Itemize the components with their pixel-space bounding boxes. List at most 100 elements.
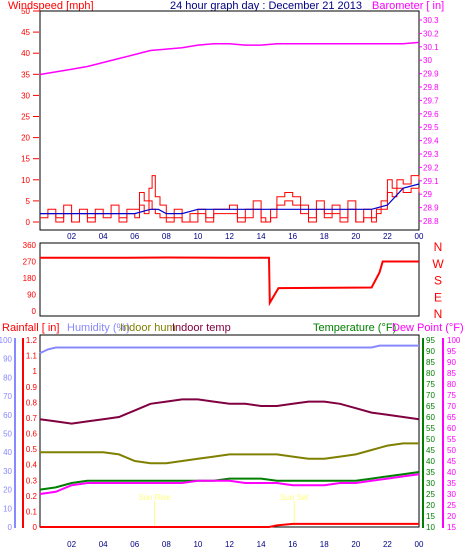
temperature-tick-label: 75 xyxy=(426,380,435,389)
barometer-tick-label: 29.6 xyxy=(423,110,439,119)
compass-label: N xyxy=(434,307,443,321)
temperature-tick-label: 10 xyxy=(426,523,435,532)
humidity-tick-label: 20 xyxy=(3,486,12,495)
wind-average-line xyxy=(40,183,420,215)
rainfall-tick-label: 0.5 xyxy=(26,445,38,454)
rainfall-axis-label: Rainfall [ in] xyxy=(2,322,59,334)
rainfall-tick-label: 0.4 xyxy=(26,461,38,470)
dewpoint-tick-label: 30 xyxy=(447,490,456,499)
dewpoint-tick-label: 75 xyxy=(447,391,456,400)
windspeed-axis-label: Windspeed [mph] xyxy=(8,0,94,12)
dewpoint-tick-label: 40 xyxy=(447,468,456,477)
time-tick-label: 12 xyxy=(225,540,234,549)
time-tick-label: 04 xyxy=(99,540,108,549)
humidity-tick-label: 80 xyxy=(3,373,12,382)
temperature-tick-labels: 95 90 85 80 75 70 65 60 55 50 45 40 35 30 25 20 15 10 xyxy=(426,336,435,532)
humidity-tick-label: 50 xyxy=(3,430,12,439)
barometer-tick-label: 30.3 xyxy=(423,16,439,25)
temperature-tick-label: 25 xyxy=(426,490,435,499)
dewpoint-tick-label: 80 xyxy=(447,380,456,389)
barometer-axis-label: Barometer [ in] xyxy=(372,0,444,12)
rainfall-tick-label: 0 xyxy=(33,523,38,532)
rainfall-tick-label: 1.2 xyxy=(26,336,38,345)
barometer-tick-label: 29.7 xyxy=(423,96,439,105)
barometer-tick-label: 29.1 xyxy=(423,177,439,186)
barometer-line xyxy=(39,41,420,76)
rainfall-tick-label: 0.6 xyxy=(26,430,38,439)
temperature-tick-label: 40 xyxy=(426,457,435,466)
temperature-tick-label: 55 xyxy=(426,424,435,433)
humidity-tick-label: 100 xyxy=(0,336,13,345)
windspeed-tick-label: 40 xyxy=(21,49,30,58)
temperature-axis-label: Temperature (°F) xyxy=(313,322,396,334)
rainfall-tick-labels: 1.2 1.1 1 0.9 0.8 0.7 0.6 0.5 0.4 0.3 0.2 0.1 0 xyxy=(26,336,38,532)
barometer-tick-label: 28.8 xyxy=(423,217,439,226)
windspeed-tick-label: 35 xyxy=(21,70,30,79)
temperature-tick-label: 60 xyxy=(426,413,435,422)
time-tick-label: 08 xyxy=(162,232,171,241)
indoor-hum-label: Indoor hum xyxy=(120,322,176,334)
dewpoint-tick-label: 85 xyxy=(447,369,456,378)
dewpoint-line xyxy=(39,473,420,495)
humidity-line xyxy=(39,344,419,355)
dewpoint-tick-label: 25 xyxy=(447,501,456,510)
direction-degree-labels: 360 270 180 90 0 xyxy=(23,241,37,316)
time-tick-label: 00 xyxy=(415,540,424,549)
chart-title: 24 hour graph day : December 21 2013 xyxy=(170,0,362,12)
humidity-tick-label: 30 xyxy=(3,467,12,476)
dewpoint-tick-label: 100 xyxy=(447,336,461,345)
rainfall-tick-label: 0.9 xyxy=(26,383,38,392)
dewpoint-tick-label: 70 xyxy=(447,402,456,411)
time-tick-label: 08 xyxy=(162,540,171,549)
dewpoint-tick-label: 55 xyxy=(447,435,456,444)
compass-label: N xyxy=(434,240,443,254)
barometer-tick-label: 29 xyxy=(423,190,432,199)
time-tick-label: 18 xyxy=(320,232,329,241)
barometer-tick-label: 30 xyxy=(423,56,432,65)
time-tick-labels-top: 02 04 06 08 10 12 14 16 18 20 22 00 xyxy=(67,232,424,241)
sun-event-label: Sun Rise xyxy=(138,493,171,502)
wind-plot-frame xyxy=(39,10,420,231)
temperature-tick-label: 45 xyxy=(426,446,435,455)
temperature-tick-label: 15 xyxy=(426,512,435,521)
time-tick-label: 16 xyxy=(288,540,297,549)
temperature-tick-label: 70 xyxy=(426,391,435,400)
time-tick-label: 14 xyxy=(257,232,266,241)
dewpoint-tick-label: 35 xyxy=(447,479,456,488)
direction-degree-label: 180 xyxy=(23,274,37,283)
dewpoint-tick-label: 90 xyxy=(447,358,456,367)
barometer-tick-labels: 30.3 30.2 30.1 30 29.9 29.8 29.7 29.6 29.5 29.4 29… xyxy=(419,16,439,226)
time-tick-label: 18 xyxy=(320,540,329,549)
dewpoint-tick-label: 20 xyxy=(447,512,456,521)
time-tick-label: 10 xyxy=(193,232,202,241)
dewpoint-tick-label: 60 xyxy=(447,424,456,433)
temperature-tick-label: 95 xyxy=(426,336,435,345)
compass-label: S xyxy=(434,274,442,288)
wind-direction-line xyxy=(40,256,419,307)
barometer-tick-label: 29.4 xyxy=(423,137,439,146)
time-tick-label: 20 xyxy=(351,232,360,241)
compass-label: W xyxy=(432,257,444,271)
barometer-tick-label: 29.5 xyxy=(423,123,439,132)
temperature-tick-label: 90 xyxy=(426,347,435,356)
temperature-tick-label: 85 xyxy=(426,358,435,367)
humidity-tick-label: 60 xyxy=(3,411,12,420)
humidity-tick-label: 70 xyxy=(3,392,12,401)
barometer-tick-label: 29.9 xyxy=(423,70,439,79)
barometer-tick-label: 29.8 xyxy=(423,83,439,92)
temp-plot-frame xyxy=(39,334,420,528)
dewpoint-axis-label: Dew Point (°F) xyxy=(392,322,464,334)
sun-annotations: Sun Rise Sun Set xyxy=(138,493,309,526)
direction-degree-label: 90 xyxy=(27,291,36,300)
humidity-tick-label: 40 xyxy=(3,448,12,457)
wind-gust-line xyxy=(40,175,420,223)
direction-degree-label: 360 xyxy=(23,241,37,250)
windspeed-tick-label: 25 xyxy=(21,113,30,122)
temperature-tick-label: 50 xyxy=(426,435,435,444)
time-tick-label: 06 xyxy=(130,232,139,241)
temp-hum-rain-panel: Rainfall [ in] Humidity (%) Indoor hum I… xyxy=(0,322,464,549)
rainfall-tick-label: 0.1 xyxy=(26,507,38,516)
